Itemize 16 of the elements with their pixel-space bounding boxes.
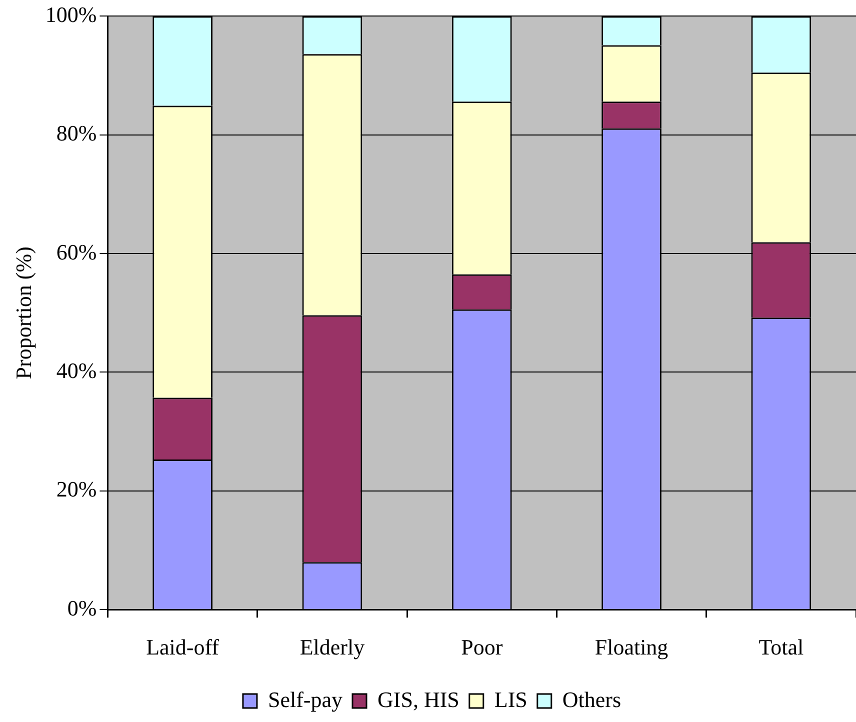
x-tick-label: Floating [594,634,668,660]
legend-label: Others [562,686,622,712]
y-tick-label: 40% [56,358,97,384]
x-tick-label: Poor [461,634,504,660]
y-tick-label: 100% [45,2,97,27]
legend-label: Self-pay [268,686,342,712]
y-axis-title: Proportion (%) [10,246,36,380]
legend-label: LIS [494,686,528,712]
legend-label: GIS, HIS [377,686,460,712]
y-tick-label: 20% [56,476,97,502]
y-tick-label: 60% [56,239,97,264]
x-tick-label: Laid-off [146,634,220,660]
x-tick-label: Elderly [300,634,365,660]
x-tick-label: Total [758,634,804,660]
y-tick-label: 80% [56,120,97,146]
y-tick-label: 0% [67,595,97,620]
